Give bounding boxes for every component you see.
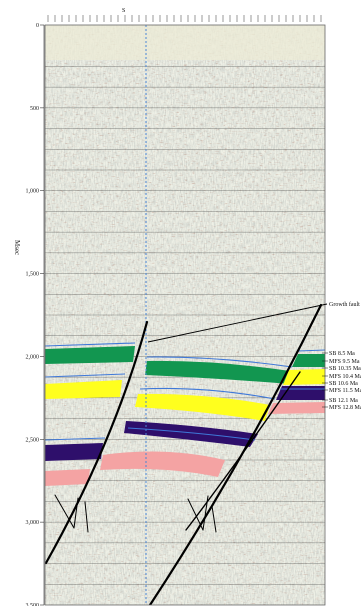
pink-horizon-left [45, 469, 90, 486]
y-tick-label: 2,500 [26, 437, 40, 443]
green-horizon-center [145, 360, 290, 384]
horizontal-gridlines [45, 66, 325, 585]
horizon-label: SB 12.1 Ma [329, 398, 358, 404]
y-tick-label: 3,000 [26, 520, 40, 526]
section-frame [44, 24, 326, 606]
horizon-label: SB 10.35 Ma [329, 366, 361, 372]
fault-lines [45, 303, 323, 605]
growth-fault-label: Growth fault [329, 301, 360, 308]
green-horizon-left [45, 346, 135, 364]
y-axis-title: Msec [13, 240, 21, 255]
pink-horizon-right [268, 402, 325, 414]
yellow-horizon-center [135, 393, 270, 421]
trace-ticks [47, 15, 322, 22]
horizon-label: MFS 9.5 Ma [329, 359, 360, 365]
purple-horizon-left [45, 443, 103, 461]
y-tick-label: 500 [30, 106, 39, 112]
horizon-label: SB 10.6 Ma [329, 381, 358, 387]
y-tick-label: 0 [36, 23, 39, 29]
pink-horizon-center [100, 451, 225, 477]
growth-fault-leader [147, 303, 328, 343]
green-horizon-right [292, 354, 325, 367]
y-axis: 0 500 1,000 1,500 2,000 2,500 3,000 3,500 Msec [13, 23, 45, 606]
purple-horizon-right [276, 386, 325, 400]
horizon-label: SB 8.5 Ma [329, 351, 355, 357]
seismic-panel [45, 25, 325, 605]
y-tick-label: 3,500 [26, 603, 40, 606]
top-marker-label: S [122, 8, 125, 14]
yellow-horizon-left [45, 380, 122, 399]
horizon-label: MFS 12.8 Ma [329, 405, 361, 411]
yellow-horizon-right [283, 369, 325, 385]
y-tick-label: 1,000 [26, 189, 40, 195]
purple-horizon-center [124, 421, 258, 447]
y-tick-label: 2,000 [26, 354, 40, 360]
horizon-label: MFS 11.5 Ma [329, 388, 361, 394]
horizon-label: MFS 10.4 Ma [329, 374, 361, 380]
y-tick-label: 1,500 [26, 272, 40, 278]
